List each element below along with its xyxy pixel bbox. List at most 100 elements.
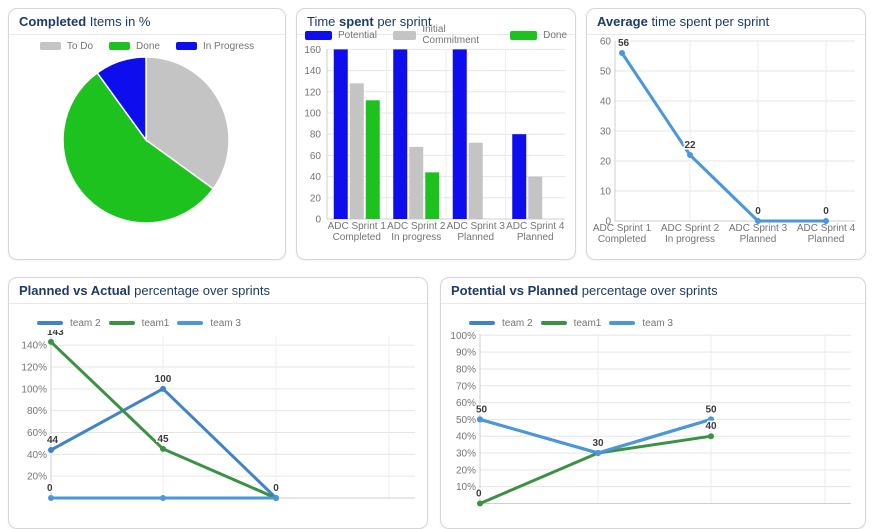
pie-slice-done[interactable]	[62, 71, 215, 224]
svg-text:0: 0	[605, 217, 611, 228]
bar-initial-commitment[interactable]	[528, 176, 543, 219]
svg-text:20%: 20%	[456, 465, 476, 476]
pie-legend: To Do Done In Progress	[9, 39, 285, 53]
legend-label: team 2	[70, 317, 101, 329]
svg-text:30%: 30%	[456, 449, 476, 460]
pie-slice-in-progress[interactable]	[96, 56, 147, 143]
legend-item[interactable]: Initial Commitment	[392, 24, 494, 46]
legend-color-swatch	[109, 42, 131, 50]
data-point[interactable]	[708, 433, 714, 440]
potential-vs-planned-canvas[interactable]: 10% 20% 30% 40% 50% 60% 70% 80% 90% 100% 50 30 50 0 40	[441, 330, 865, 528]
pie-chart[interactable]	[9, 55, 285, 257]
data-point[interactable]	[687, 152, 693, 158]
data-point[interactable]	[595, 450, 601, 457]
pie-slice-to-do[interactable]	[145, 56, 230, 190]
title-bold: Potential vs Planned	[451, 283, 579, 298]
data-point[interactable]	[823, 218, 829, 224]
line-legend: team 2 team1 team 3	[441, 316, 865, 330]
svg-text:40: 40	[705, 421, 717, 432]
svg-text:ADC Sprint 3: ADC Sprint 3	[447, 221, 506, 232]
gadget-potential-vs-planned: Potential vs Planned percentage over spr…	[440, 277, 866, 529]
svg-text:10%: 10%	[456, 482, 476, 493]
legend-item[interactable]: To Do	[39, 41, 93, 52]
title-bold: Average	[597, 14, 648, 29]
legend-item[interactable]: Done	[109, 41, 160, 52]
line-chart-planned-vs-actual[interactable]: 20% 40% 60% 80% 100% 120% 140% 44 100 0 143 45 0	[9, 325, 427, 528]
legend-item[interactable]: team 2	[37, 318, 101, 329]
svg-text:Planned: Planned	[808, 234, 845, 245]
gadget-time-spent: Time spent per sprint Potential Initial C…	[296, 8, 576, 260]
time-spent-canvas[interactable]: 0 20 40 60 80 100 120 140 160 ADC Sprint 1Complet…	[297, 41, 575, 259]
data-point[interactable]	[160, 385, 166, 392]
bar-initial-commitment[interactable]	[468, 142, 483, 219]
legend-item[interactable]: Done	[510, 30, 567, 41]
svg-text:In progress: In progress	[665, 234, 715, 245]
svg-text:Completed: Completed	[333, 232, 381, 243]
legend-item[interactable]: team1	[108, 318, 169, 329]
bar-potential[interactable]	[512, 134, 527, 219]
bar-done[interactable]	[365, 100, 380, 219]
data-point[interactable]	[477, 500, 483, 507]
svg-text:120: 120	[304, 87, 321, 98]
data-point[interactable]	[755, 218, 761, 224]
title-bold: Planned vs Actual	[19, 283, 131, 298]
svg-text:ADC Sprint 1: ADC Sprint 1	[328, 221, 387, 232]
svg-text:56: 56	[618, 38, 630, 49]
bar-chart[interactable]: 0 20 40 60 80 100 120 140 160 ADC Sprint 1 Complet…	[297, 41, 575, 259]
bar-potential[interactable]	[333, 49, 348, 220]
gadget-title: Average time spent per sprint	[587, 9, 865, 35]
svg-text:120%: 120%	[21, 362, 47, 373]
legend-item[interactable]: team 3	[177, 318, 241, 329]
bar-potential[interactable]	[452, 49, 467, 220]
data-point[interactable]	[160, 445, 166, 452]
legend-color-swatch	[177, 321, 204, 325]
svg-text:80%: 80%	[27, 406, 47, 417]
title-rest: percentage over sprints	[130, 283, 270, 298]
data-point[interactable]	[48, 446, 54, 453]
svg-text:22: 22	[684, 140, 696, 151]
data-point[interactable]	[619, 50, 625, 56]
svg-text:Planned: Planned	[740, 234, 777, 245]
svg-text:60%: 60%	[27, 428, 47, 439]
bar-done[interactable]	[425, 172, 440, 219]
gadget-average-time: Average time spent per sprint 0 10 20 30 40 5…	[586, 8, 866, 260]
svg-text:40: 40	[600, 97, 612, 108]
legend-item[interactable]: team1	[540, 318, 601, 329]
svg-text:Planned: Planned	[457, 232, 494, 243]
data-point[interactable]	[48, 338, 54, 345]
legend-item[interactable]: team 3	[609, 318, 673, 329]
svg-text:In progress: In progress	[391, 232, 441, 243]
planned-vs-actual-canvas[interactable]: 20% 40% 60% 80% 100% 120% 140% 44 100 0 143 45 0	[9, 325, 427, 528]
legend-label: team 3	[642, 317, 673, 329]
svg-text:140: 140	[304, 66, 321, 77]
svg-text:60: 60	[310, 151, 322, 162]
data-point[interactable]	[708, 416, 714, 423]
completed-items-canvas[interactable]	[9, 55, 285, 257]
legend-color-swatch	[108, 321, 135, 325]
bar-potential[interactable]	[393, 49, 408, 220]
data-point[interactable]	[477, 416, 483, 423]
svg-text:45: 45	[157, 434, 169, 445]
line-chart-average[interactable]: 0 10 20 30 40 50 60 56 22 0 0 ADC Sprint 1 Completed…	[587, 33, 865, 259]
svg-text:50: 50	[705, 404, 717, 415]
svg-text:40: 40	[310, 172, 322, 183]
bar-initial-commitment[interactable]	[349, 83, 364, 219]
bar-initial-commitment[interactable]	[409, 146, 424, 219]
svg-text:100: 100	[304, 109, 321, 120]
svg-text:40%: 40%	[456, 432, 476, 443]
legend-item[interactable]: team 2	[469, 318, 533, 329]
line-chart-potential-vs-planned[interactable]: 10% 20% 30% 40% 50% 60% 70% 80% 90% 100% 50 30 50 0 40	[441, 330, 865, 528]
legend-color-swatch	[37, 321, 63, 325]
line-series-series[interactable]	[620, 51, 828, 223]
svg-text:30: 30	[592, 438, 604, 449]
gadget-title: Completed Items in %	[9, 9, 285, 35]
svg-text:100%: 100%	[21, 384, 47, 395]
legend-item[interactable]: Potential	[305, 30, 377, 41]
svg-text:40%: 40%	[27, 450, 47, 461]
svg-text:100%: 100%	[450, 331, 476, 342]
svg-text:10: 10	[600, 187, 612, 198]
legend-label: Done	[136, 40, 160, 52]
svg-text:160: 160	[304, 45, 321, 56]
legend-item[interactable]: In Progress	[175, 41, 254, 52]
